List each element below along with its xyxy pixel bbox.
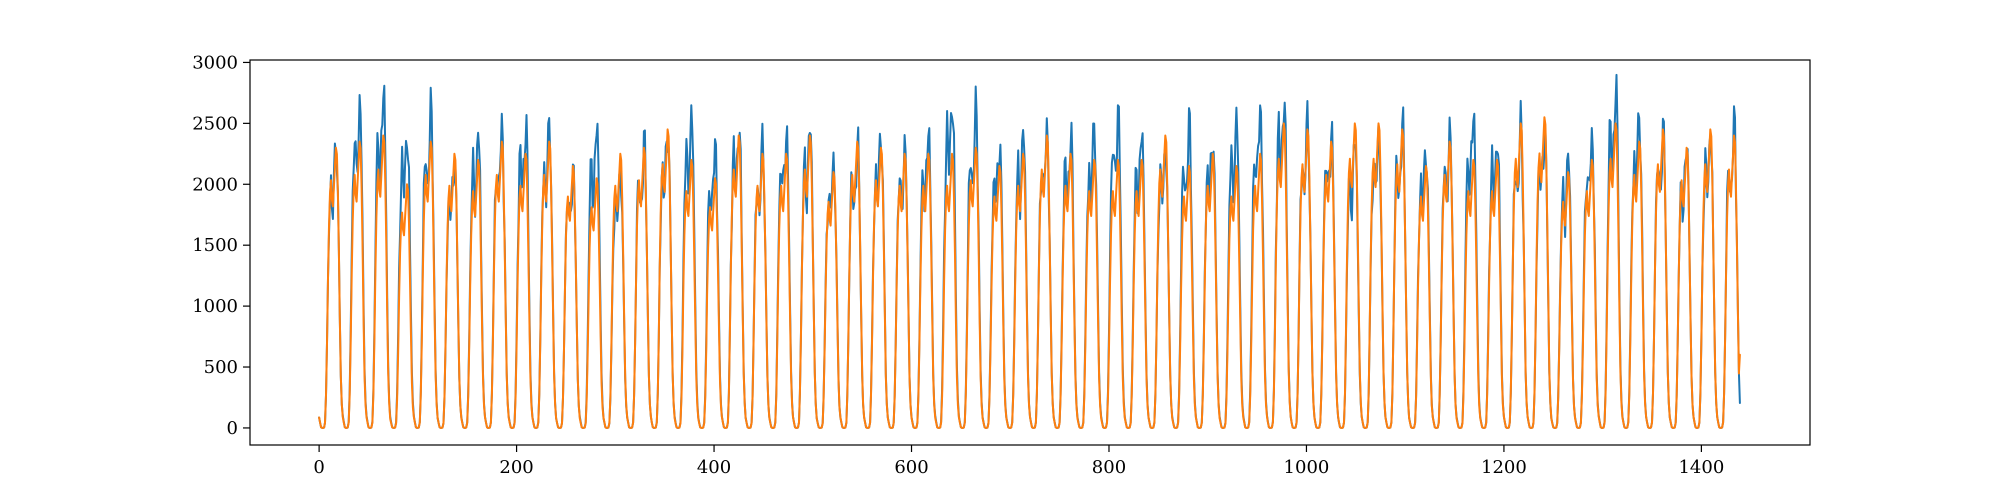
y-tick-label: 1000 xyxy=(192,296,238,317)
y-tick-label: 2500 xyxy=(192,113,238,134)
plot-frame xyxy=(249,59,1811,446)
y-tick-label: 500 xyxy=(204,357,238,378)
y-tick-label: 3000 xyxy=(192,52,238,73)
x-tick-label: 1000 xyxy=(1284,457,1330,478)
series-line-2 xyxy=(318,116,1741,429)
series-line-1 xyxy=(318,73,1741,429)
x-tick-label: 200 xyxy=(499,457,533,478)
x-tick-label: 0 xyxy=(313,457,324,478)
y-tick-label: 1500 xyxy=(192,235,238,256)
x-tick-label: 600 xyxy=(894,457,928,478)
x-tick-label: 400 xyxy=(697,457,731,478)
axes: 0 200 400 600 800 1000 1200 1400 0 500 1000 1500 200… xyxy=(192,52,1811,478)
x-tick-label: 1400 xyxy=(1678,457,1724,478)
series-layer xyxy=(318,73,1741,429)
y-tick-label: 2000 xyxy=(192,174,238,195)
y-tick-label: 0 xyxy=(227,418,238,439)
x-tick-label: 1200 xyxy=(1481,457,1527,478)
x-tick-label: 800 xyxy=(1092,457,1126,478)
